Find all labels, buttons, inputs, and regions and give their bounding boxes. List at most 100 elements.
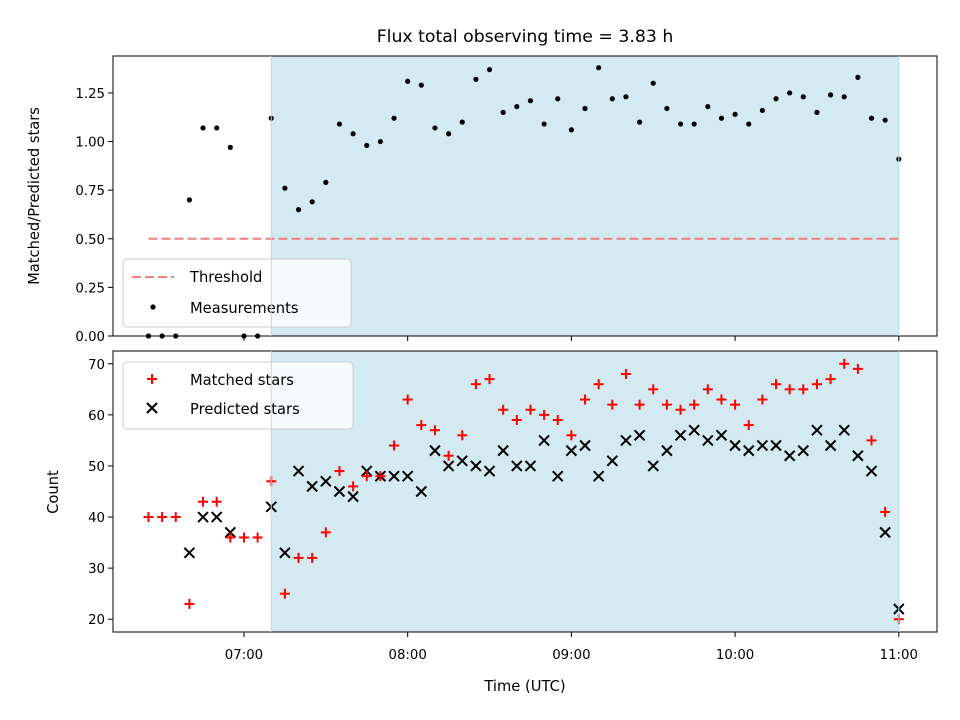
marker-stroke	[224, 526, 237, 539]
marker-stroke	[210, 511, 223, 523]
measurement-point	[882, 117, 888, 123]
marker-stroke	[824, 439, 837, 452]
matched-stars-marker	[279, 588, 290, 599]
predicted-stars-marker	[879, 526, 891, 539]
predicted-stars-marker	[511, 460, 523, 472]
measurement-point	[391, 115, 397, 121]
legend-measurements-swatch	[150, 304, 156, 310]
measurement-point	[186, 197, 192, 203]
matched-stars-marker	[825, 374, 836, 385]
measurement-point	[473, 76, 479, 82]
predicted-stars-marker	[361, 465, 373, 477]
predicted-stars-marker	[756, 439, 769, 452]
predicted-stars-marker	[183, 547, 196, 559]
measurement-point	[282, 185, 288, 191]
matched-stars-marker	[498, 404, 509, 415]
marker-stroke	[388, 470, 400, 482]
y-tick-label: 40	[88, 511, 105, 526]
matched-stars-marker	[307, 552, 318, 563]
predicted-stars-marker	[715, 429, 728, 442]
bottom-observing-window	[271, 351, 899, 632]
matched-stars-marker	[320, 527, 331, 538]
predicted-stars-marker	[647, 460, 659, 472]
matched-stars-marker	[238, 532, 249, 543]
matched-stars-marker	[361, 471, 372, 482]
measurement-point	[500, 109, 506, 115]
predicted-stars-marker	[456, 455, 468, 467]
measurement-point	[377, 138, 383, 145]
measurement-point	[650, 80, 656, 86]
predicted-stars-marker	[565, 444, 578, 457]
marker-stroke	[838, 424, 850, 436]
marker-stroke	[320, 475, 332, 487]
matched-stars-marker	[484, 374, 495, 385]
predicted-stars-marker	[524, 460, 537, 472]
measurement-point	[227, 144, 233, 150]
marker-stroke	[688, 424, 700, 436]
marker-stroke	[661, 444, 673, 457]
measurement-point	[541, 121, 547, 127]
marker-stroke	[333, 485, 346, 498]
chart-title: Flux total observing time = 3.83 h	[377, 27, 674, 47]
predicted-stars-marker	[197, 511, 209, 523]
predicted-stars-marker	[811, 424, 823, 436]
measurement-point	[514, 103, 520, 110]
matched-stars-marker	[470, 379, 481, 390]
marker-stroke	[702, 434, 714, 447]
matched-stars-marker	[757, 394, 768, 405]
measurement-point	[555, 96, 561, 102]
marker-stroke	[497, 444, 509, 457]
marker-stroke	[347, 490, 359, 503]
matched-stars-marker	[607, 399, 618, 410]
predicted-stars-marker	[442, 460, 455, 472]
predicted-stars-marker	[306, 480, 318, 493]
marker-stroke	[483, 465, 496, 477]
y-tick-label: 50	[88, 460, 105, 475]
predicted-stars-marker	[852, 450, 864, 462]
bottom-legend-box	[122, 361, 354, 430]
measurement-point	[827, 92, 834, 98]
measurement-point	[855, 74, 861, 80]
matched-stars-marker	[552, 414, 563, 425]
marker-stroke	[633, 429, 646, 442]
predicted-stars-marker	[388, 470, 400, 482]
measurement-point	[527, 98, 534, 104]
predicted-stars-marker	[838, 424, 850, 436]
matched-stars-marker	[593, 379, 604, 390]
marker-stroke	[879, 526, 891, 539]
bottom-y-axis-ticks: 20 30 40 50 60 70	[88, 358, 113, 628]
marker-stroke	[715, 429, 728, 442]
x-tick-label: 08:00	[389, 648, 427, 663]
marker-stroke	[511, 460, 523, 472]
legend-predicted-label: Predicted stars	[190, 401, 300, 418]
matched-stars-marker	[839, 358, 850, 369]
top-panel: 0.00 0.25 0.50 0.75 1.00 1.25 Matched/Predict…	[26, 55, 938, 345]
measurement-point	[691, 121, 697, 127]
marker-stroke	[606, 455, 619, 467]
marker-stroke	[783, 450, 796, 462]
predicted-stars-marker	[770, 439, 782, 452]
predicted-stars-marker	[783, 450, 796, 462]
marker-stroke	[579, 439, 591, 452]
top-plot-frame	[112, 55, 938, 337]
bottom-panel: 20 30 40 50 60 70 07:00 08:00 09:00 10:00 11:00 C…	[45, 350, 938, 695]
predicted-stars-marker	[702, 434, 714, 447]
y-tick-label: 0.25	[75, 281, 105, 296]
y-tick-label: 0.75	[75, 184, 105, 199]
legend-matched-label: Matched stars	[190, 372, 294, 389]
measurement-point	[568, 127, 574, 133]
matched-stars-marker	[457, 430, 468, 441]
predicted-stars-marker	[347, 490, 359, 503]
matched-stars-marker	[866, 435, 877, 446]
marker-stroke	[797, 444, 810, 457]
matched-stars-marker	[798, 384, 809, 395]
marker-stroke	[565, 444, 578, 457]
measurement-point	[677, 121, 684, 127]
marker-stroke	[470, 460, 482, 472]
measurement-point	[582, 105, 588, 112]
top-observing-window	[271, 56, 899, 336]
marker-stroke	[743, 444, 755, 457]
measurement-point	[323, 179, 329, 185]
marker-stroke	[811, 424, 823, 436]
measurement-point	[718, 115, 725, 121]
